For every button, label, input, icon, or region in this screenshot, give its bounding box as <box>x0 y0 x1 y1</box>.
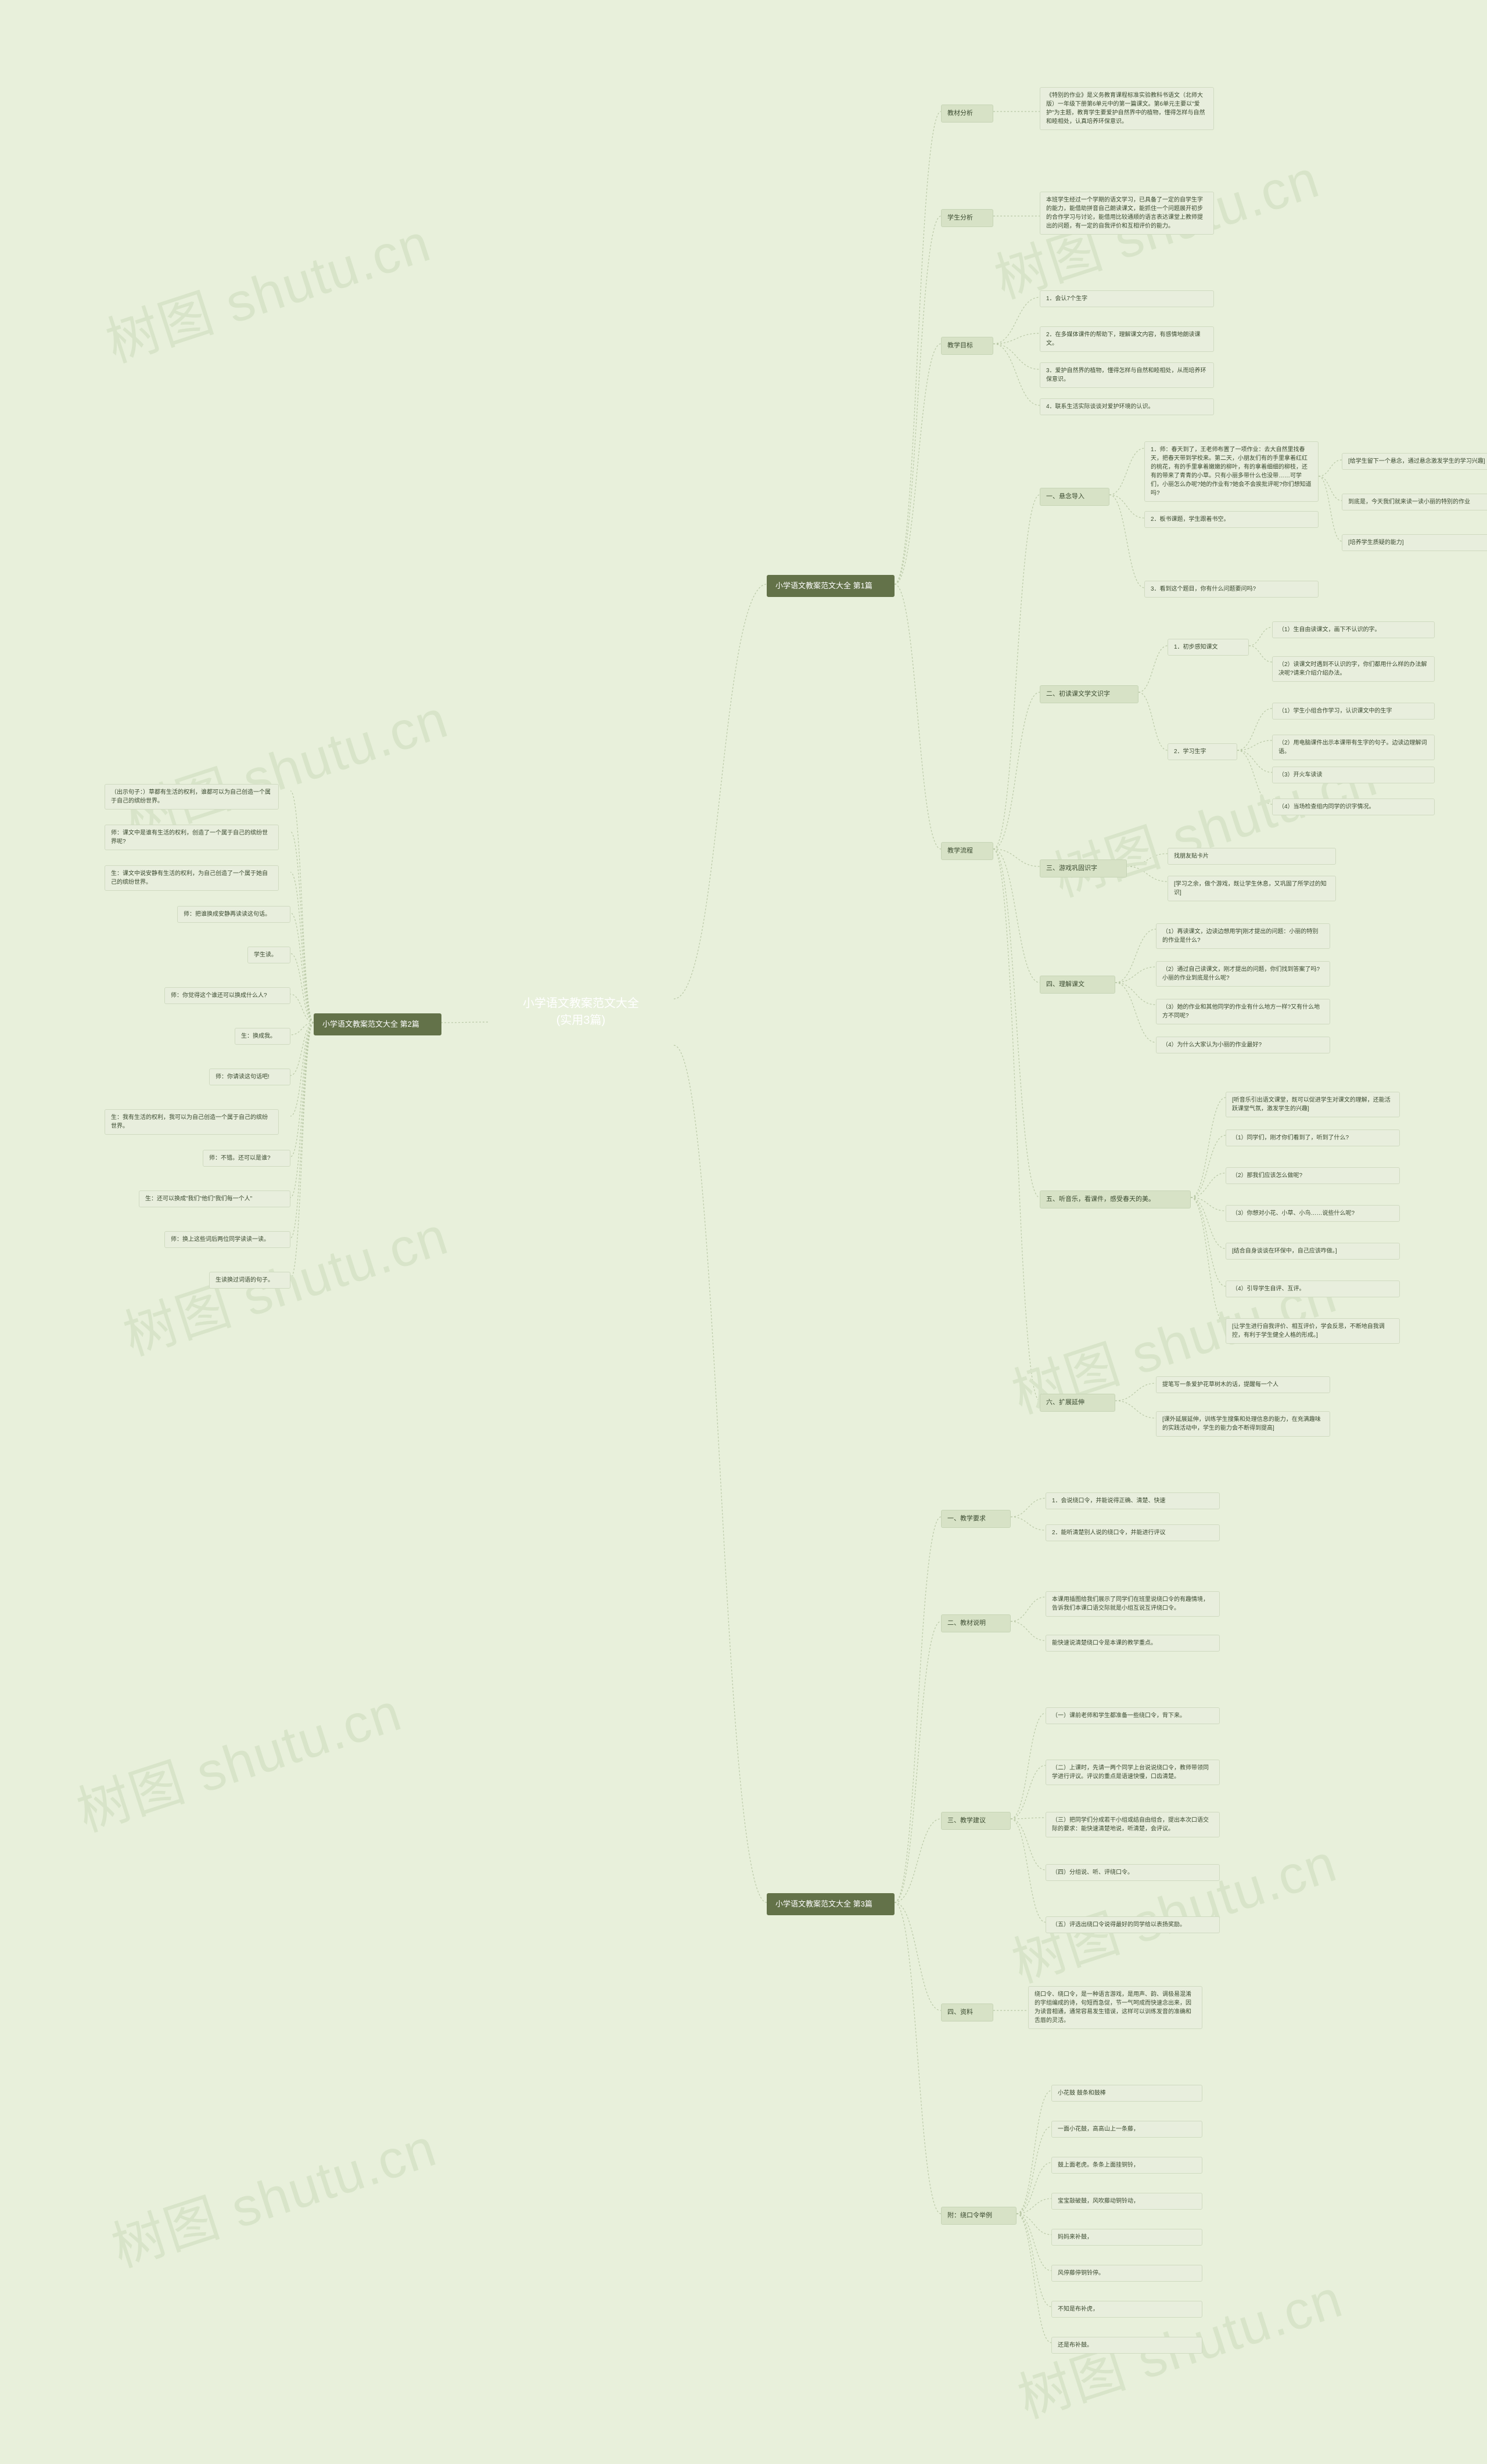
s1-mubiao-2: 3．爱护自然界的植物，懂得怎样与自然和睦相处，从而培养环保意识。 <box>1040 362 1214 388</box>
section-1: 小学语文教案范文大全 第1篇 <box>767 575 895 597</box>
s3-5-6: 不知是布补虎， <box>1051 2301 1202 2318</box>
s1-lc5-5: （4）引导学生自评、互评。 <box>1226 1280 1400 1297</box>
s1-lc-4: 四、理解课文 <box>1040 976 1115 994</box>
s1-lc5-3: （3）你想对小花、小草、小鸟……说些什么呢? <box>1226 1205 1400 1222</box>
s1-lc4-2: （3）她的作业和其他同学的作业有什么地方一样?又有什么地方不同呢? <box>1156 999 1330 1024</box>
s1-liucheng: 教学流程 <box>941 842 993 860</box>
s1-lc2-a1: （2）读课文时遇到不认识的字，你们都用什么样的办法解决呢?请来介绍介绍办法。 <box>1272 656 1435 682</box>
s3-5-5: 风停藤停铜铃停。 <box>1051 2265 1202 2282</box>
watermark: 树图 shutu.cn <box>66 1669 410 1847</box>
s2-item-3: 师：把谁换成安静再读读这句话。 <box>177 906 290 923</box>
watermark: 树图 shutu.cn <box>95 200 439 377</box>
s1-mubiao-1: 2．在多媒体课件的帮助下，理解课文内容，有感情地朗读课文。 <box>1040 326 1214 352</box>
s3-1: 一、教学要求 <box>941 1510 1011 1528</box>
watermark: 树图 shutu.cn <box>101 2105 445 2282</box>
s3-5-7: 还是布补鼓。 <box>1051 2337 1202 2354</box>
s1-lc2-b2: （3）开火车读读 <box>1272 767 1435 783</box>
s1-lc5-0: [听音乐引出语文课堂，既可以促进学生对课文的理解，还能活跃课堂气氛，激发学生的兴… <box>1226 1092 1400 1117</box>
s2-item-5: 师：你觉得这个谁还可以换成什么人? <box>164 987 290 1004</box>
s2-item-7: 师：你请读这句话吧! <box>209 1069 290 1085</box>
s3-1-0: 1．会说绕口令，并能说得正确、清楚、快速 <box>1046 1492 1220 1509</box>
s1-lc-1: 一、悬念导入 <box>1040 488 1109 506</box>
s2-item-8: 生：我有生活的权利，我可以为自己创造一个属于自己的缤纷世界。 <box>105 1109 279 1135</box>
s1-lc1-it0: 1．师：春天到了，王老师布置了一项作业：去大自然里找春天，把春天带到学校来。第二… <box>1144 441 1319 502</box>
s1-lc1-it2: 3．看到这个题目，你有什么问题要问吗? <box>1144 581 1319 598</box>
s2-item-12: 生读换过词语的句子。 <box>209 1272 290 1289</box>
s3-5-2: 鼓上面老虎。条条上面挂铜铃， <box>1051 2157 1202 2174</box>
s1-lc2-b0: （1）学生小组合作学习，认识课文中的生字 <box>1272 703 1435 720</box>
s1-lc4-1: （2）通过自己读课文，刚才提出的问题，你们找到答案了吗?小丽的作业到底是什么呢? <box>1156 961 1330 987</box>
s3-3-2: （三）把同学们分成若干小组或结自由组合，提出本次口语交际的要求：能快速清楚地说，… <box>1046 1812 1220 1837</box>
s3-2-1: 能快速说清楚绕口令是本课的教学重点。 <box>1046 1635 1220 1652</box>
s3-4: 四、资料 <box>941 2003 993 2021</box>
s2-item-10: 生：还可以换成"我们"他们"我们每一个人" <box>139 1190 290 1207</box>
s2-item-2: 生：课文中说安静有生活的权利，为自己创造了一个属于她自己的缤纷世界。 <box>105 865 279 891</box>
s1-lc1-it1: 2．板书课题，学生跟着书空。 <box>1144 511 1319 528</box>
s1-lc5-1: （1）同学们，刚才你们看到了，听到了什么? <box>1226 1130 1400 1146</box>
s1-lc1-note0: [给学生留下一个悬念，通过悬念激发学生的学习兴趣] <box>1342 453 1487 470</box>
s1-lc-6: 六、扩展延伸 <box>1040 1394 1115 1412</box>
s1-lc6-a: 提笔写一条爱护花草树木的话，提醒每一个人 <box>1156 1376 1330 1393</box>
s1-mubiao: 教学目标 <box>941 337 993 355</box>
s3-2: 二、教材说明 <box>941 1614 1011 1632</box>
s3-4-txt: 绕口令、绕口令，是一种语言游戏，是用声、韵、调极易混淆的字组编成的诗，句短而急促… <box>1028 1986 1202 2029</box>
s1-xuesheng-txt: 本班学生经过一个学期的语文学习，已具备了一定的自学生字的能力，能借助拼音自己朗读… <box>1040 192 1214 235</box>
s1-lc5-6: [让学生进行自我评价、相互评价，学会反思，不断地自我调控，有利于学生健全人格的形… <box>1226 1318 1400 1344</box>
s1-lc3-0: 找朋友贴卡片 <box>1168 848 1336 865</box>
s3-5: 附：绕口令举例 <box>941 2207 1017 2225</box>
s3-3-1: （二）上课时，先请一两个同学上台说说绕口令，教师带领同学进行评议。评议的重点是语… <box>1046 1760 1220 1785</box>
s3-3-0: （一）课前老师和学生都准备一些绕口令，背下来。 <box>1046 1707 1220 1724</box>
section-2: 小学语文教案范文大全 第2篇 <box>314 1013 441 1035</box>
s2-item-6: 生：换成我。 <box>235 1028 290 1045</box>
s1-xuesheng: 学生分析 <box>941 209 993 227</box>
s3-5-1: 一面小花鼓，高高山上一条藤， <box>1051 2121 1202 2138</box>
s1-lc5-4: [结合自身谈谈在环保中，自己应该咋做。] <box>1226 1243 1400 1260</box>
s1-lc3-1: [学习之余，做个游戏，既让学生休息，又巩固了所学过的知识] <box>1168 876 1336 901</box>
s3-5-3: 宝宝敲破鼓，风吹藤动铜铃动， <box>1051 2193 1202 2210</box>
s3-3: 三、教学建议 <box>941 1812 1011 1830</box>
s3-5-0: 小花鼓 鼓条和鼓棒 <box>1051 2085 1202 2102</box>
s1-lc1-note1: 到底是，今天我们就来读一读小丽的特别的作业 <box>1342 494 1487 510</box>
s2-item-11: 师：换上这些词后两位同学读读一读。 <box>164 1231 290 1248</box>
s3-3-4: （五）评选出绕口令说得最好的同学给以表扬奖励。 <box>1046 1916 1220 1933</box>
s1-lc2-a: 1．初步感知课文 <box>1168 639 1249 656</box>
s1-lc-2: 二、初读课文学文识字 <box>1040 685 1138 703</box>
s1-lc2-b3: （4）当场检查组内同学的识字情况。 <box>1272 798 1435 815</box>
s1-lc4-0: （1）再读课文，边读边想用学[刚才提出的问题：小丽的特别的作业是什么? <box>1156 923 1330 949</box>
s1-lc2-b: 2．学习生字 <box>1168 743 1237 760</box>
s1-lc-5: 五、听音乐，看课件，感受春天的美。 <box>1040 1190 1191 1208</box>
s1-jiaocai-txt: 《特别的作业》是义务教育课程标准实验教科书语文（北师大版）一年级下册第6单元中的… <box>1040 87 1214 130</box>
s3-1-1: 2．能听清楚别人说的绕口令，并能进行评议 <box>1046 1524 1220 1541</box>
s1-lc5-2: （2）那我们应该怎么做呢? <box>1226 1167 1400 1184</box>
watermark: 树图 shutu.cn <box>1001 1820 1345 1998</box>
s1-lc2-a0: （1）生自由读课文，画下不认识的字。 <box>1272 621 1435 638</box>
root-node: 小学语文教案范文大全(实用3篇) <box>488 941 674 1103</box>
s1-mubiao-0: 1．会认7个生字 <box>1040 290 1214 307</box>
root-label: 小学语文教案范文大全(实用3篇) <box>517 994 645 1027</box>
s1-lc2-b1: （2）用电脑课件出示本课带有生字的句子。边读边理解词语。 <box>1272 735 1435 760</box>
s1-lc4-3: （4）为什么大家认为小丽的作业最好? <box>1156 1037 1330 1053</box>
s1-lc-3: 三、游戏巩固识字 <box>1040 859 1127 877</box>
section-3: 小学语文教案范文大全 第3篇 <box>767 1893 895 1915</box>
s1-lc6-b: [课外延展延伸，训练学生搜集和处理信息的能力，在充满趣味的实践活动中，学生的能力… <box>1156 1411 1330 1437</box>
s2-item-0: （出示句子：）草都有生活的权利，谁都可以为自己创造一个属于自己的缤纷世界。 <box>105 784 279 810</box>
s2-item-9: 师：不错。还可以是谁? <box>203 1150 290 1167</box>
s1-lc1-note2: [培养学生质疑的能力] <box>1342 534 1487 551</box>
s3-5-4: 妈妈来补鼓， <box>1051 2229 1202 2246</box>
s1-mubiao-3: 4．联系生活实际谈谈对爱护环境的认识。 <box>1040 398 1214 415</box>
s2-item-4: 学生读。 <box>247 947 290 963</box>
s2-item-1: 师：课文中是谁有生活的权利，创造了一个属于自己的缤纷世界呢? <box>105 825 279 850</box>
s3-2-0: 本课用插图给我们展示了同学们在班里说绕口令的有趣情境，告诉我们本课口语交际就是小… <box>1046 1591 1220 1617</box>
s3-3-3: （四）分组说、听、评绕口令。 <box>1046 1864 1220 1881</box>
s1-jiaocai: 教材分析 <box>941 105 993 123</box>
